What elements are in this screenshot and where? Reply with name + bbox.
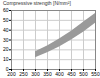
html-text:Compressive strength [N/mm²]: Compressive strength [N/mm²] — [3, 0, 71, 6]
svg-text:450: 450 — [67, 71, 76, 77]
svg-text:60: 60 — [3, 7, 9, 13]
svg-text:50: 50 — [3, 17, 9, 23]
svg-text:250: 250 — [19, 71, 28, 77]
svg-text:10: 10 — [3, 56, 9, 62]
svg-text:40: 40 — [3, 27, 9, 33]
svg-text:300: 300 — [31, 71, 40, 77]
svg-text:400: 400 — [55, 71, 64, 77]
svg-text:0: 0 — [6, 66, 9, 72]
svg-text:30: 30 — [3, 37, 9, 43]
svg-text:550: 550 — [91, 71, 100, 77]
svg-text:350: 350 — [43, 71, 52, 77]
svg-text:20: 20 — [3, 46, 9, 52]
svg-text:200: 200 — [7, 71, 16, 77]
svg-text:500: 500 — [79, 71, 88, 77]
